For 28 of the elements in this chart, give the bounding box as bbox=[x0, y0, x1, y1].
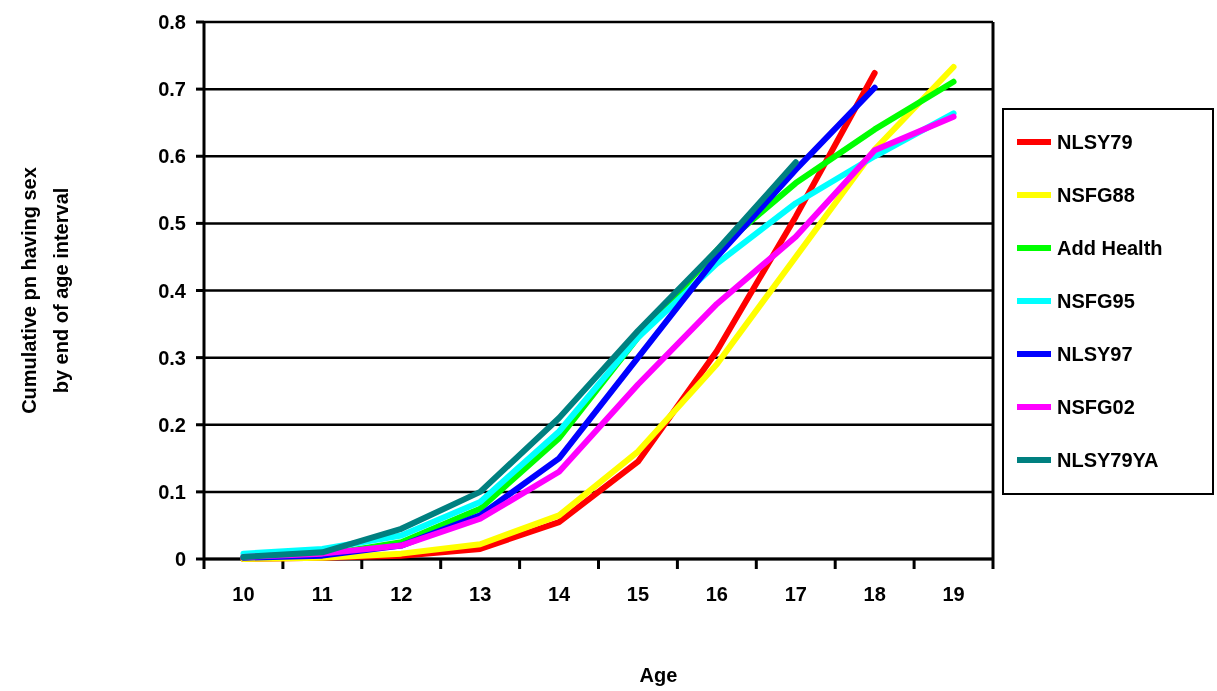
x-tick-label: 10 bbox=[232, 583, 255, 605]
x-tick-label: 16 bbox=[705, 583, 728, 605]
x-tick-label: 18 bbox=[863, 583, 886, 605]
y-tick-label: 0.7 bbox=[158, 78, 186, 101]
legend-label: NLSY79YA bbox=[1057, 449, 1159, 471]
legend-label: Add Health bbox=[1057, 237, 1163, 259]
legend-label: NSFG88 bbox=[1057, 184, 1135, 206]
legend-label: NSFG95 bbox=[1057, 290, 1135, 312]
y-axis-title: Cumulative pn having sex by end of age interval bbox=[18, 167, 72, 414]
legend-label: NLSY97 bbox=[1057, 343, 1133, 365]
y-tick-label: 0 bbox=[174, 548, 186, 570]
y-tick-label: 0.6 bbox=[158, 145, 186, 168]
x-tick-label: 12 bbox=[390, 583, 413, 605]
y-tick-label: 0.8 bbox=[158, 11, 186, 33]
y-tick-label: 0.4 bbox=[158, 279, 187, 302]
x-axis-title: Age bbox=[639, 664, 678, 686]
x-tick-label: 14 bbox=[547, 583, 572, 605]
legend-label: NLSY79 bbox=[1057, 131, 1133, 153]
x-tick-label: 19 bbox=[942, 583, 965, 605]
x-tick-label: 13 bbox=[469, 583, 492, 605]
y-tick-label: 0.5 bbox=[158, 212, 186, 235]
x-tick-label: 17 bbox=[784, 583, 807, 605]
y-tick-label: 0.1 bbox=[158, 480, 186, 503]
y-tick-label: 0.3 bbox=[158, 346, 186, 369]
y-tick-label: 0.2 bbox=[158, 413, 186, 436]
x-tick-label: 11 bbox=[311, 583, 333, 605]
legend-label: NSFG02 bbox=[1057, 396, 1135, 418]
x-tick-label: 15 bbox=[626, 583, 650, 605]
